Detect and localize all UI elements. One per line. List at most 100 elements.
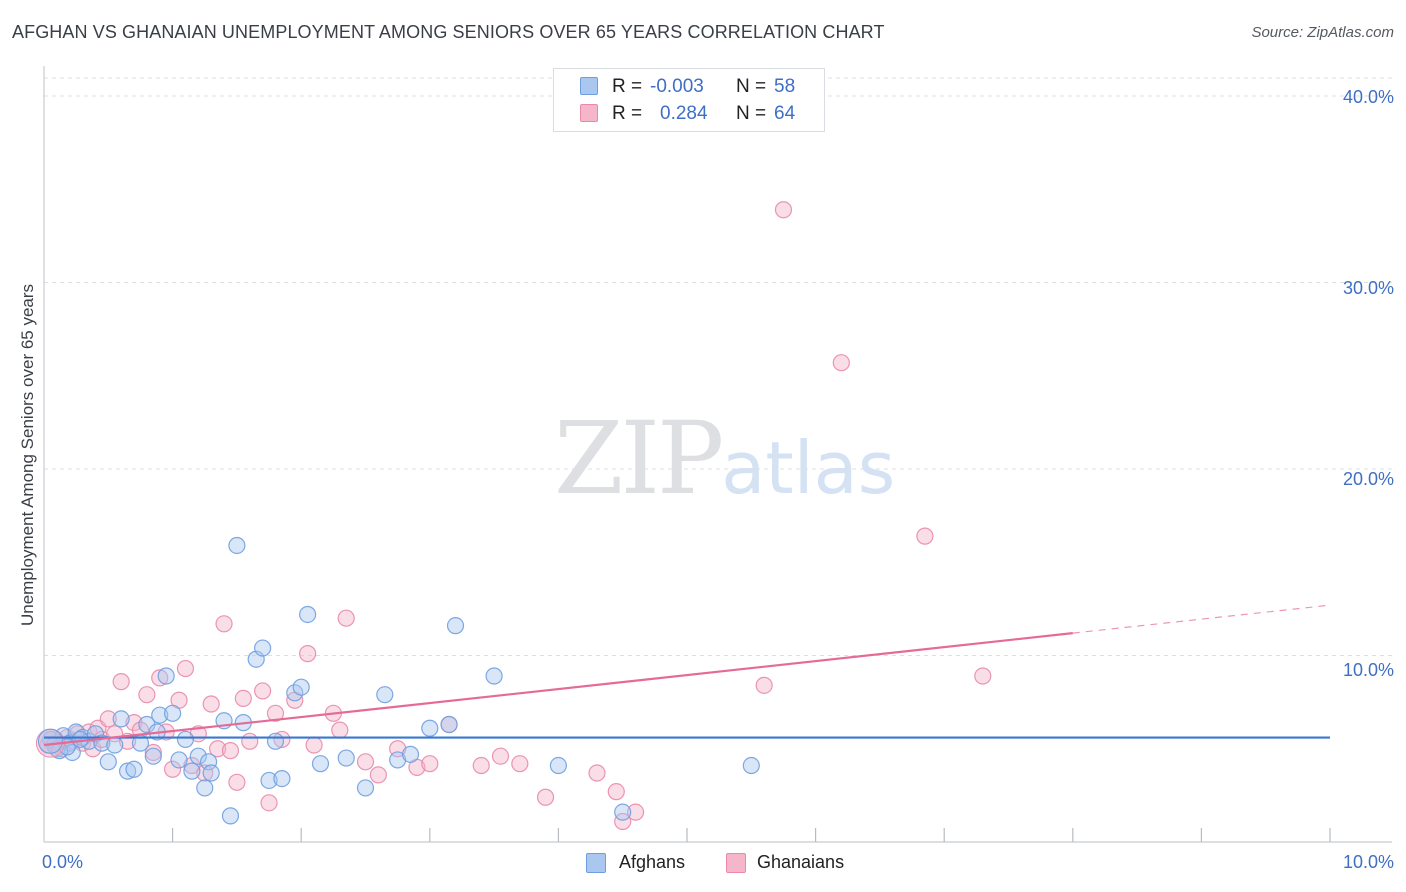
point-afghans-11 bbox=[99, 753, 117, 771]
point-afghans-44 bbox=[356, 779, 375, 797]
point-ghanaians-33 bbox=[234, 689, 252, 707]
point-ghanaians-27 bbox=[196, 764, 214, 782]
point-ghanaians-32 bbox=[228, 773, 246, 791]
point-ghanaians-36 bbox=[260, 794, 278, 812]
point-afghans-14 bbox=[118, 762, 137, 780]
point-afghans-18 bbox=[144, 747, 162, 765]
point-afghans-49 bbox=[440, 715, 458, 734]
point-afghans-20 bbox=[151, 706, 169, 724]
legend-n-value: 58 bbox=[774, 76, 796, 97]
point-ghanaians-61 bbox=[832, 354, 850, 372]
legend-n-label: N = bbox=[736, 76, 767, 97]
point-afghans-22 bbox=[164, 704, 182, 722]
bottom-legend-label-ghanaians: Ghanaians bbox=[757, 852, 845, 872]
bottom-legend-swatch-ghanaians bbox=[726, 853, 746, 873]
trendline-ghanaians bbox=[43, 632, 1073, 747]
point-ghanaians-63 bbox=[974, 667, 992, 685]
legend-row-afghans: R = -0.003 N = 58 bbox=[580, 76, 820, 98]
point-ghanaians-52 bbox=[491, 747, 510, 765]
point-ghanaians-22 bbox=[164, 760, 182, 778]
trendline-ghanaians-extrapolated bbox=[1072, 604, 1331, 634]
point-ghanaians-19 bbox=[144, 743, 162, 762]
point-ghanaians-46 bbox=[369, 766, 387, 784]
point-afghans-35 bbox=[254, 639, 272, 657]
legend-n-value: 64 bbox=[774, 103, 796, 124]
point-afghans-51 bbox=[485, 667, 503, 685]
legend-swatch-ghanaians bbox=[580, 104, 598, 122]
point-ghanaians-29 bbox=[209, 740, 227, 758]
point-ghanaians-12 bbox=[99, 710, 117, 728]
point-ghanaians-41 bbox=[305, 736, 323, 754]
point-ghanaians-51 bbox=[472, 756, 490, 775]
source-credit: Source: ZipAtlas.com bbox=[1251, 24, 1394, 41]
point-afghans-50 bbox=[446, 617, 465, 635]
point-ghanaians-53 bbox=[511, 755, 529, 773]
point-afghans-25 bbox=[183, 762, 201, 780]
point-ghanaians-37 bbox=[266, 704, 285, 722]
y-tick-label-20: 20.0% bbox=[1342, 469, 1394, 489]
point-afghans-47 bbox=[401, 745, 420, 763]
point-ghanaians-30 bbox=[215, 615, 233, 633]
point-afghans-41 bbox=[299, 605, 317, 624]
y-tick-label-10: 10.0% bbox=[1342, 660, 1394, 680]
point-ghanaians-58 bbox=[626, 803, 645, 821]
chart-title: AFGHAN VS GHANAIAN UNEMPLOYMENT AMONG SE… bbox=[12, 22, 885, 42]
point-afghans-12 bbox=[106, 736, 124, 754]
point-ghanaians-44 bbox=[337, 609, 355, 627]
point-afghans-21 bbox=[157, 667, 175, 685]
point-ghanaians-38 bbox=[273, 730, 291, 749]
point-ghanaians-49 bbox=[421, 755, 439, 773]
watermark-zip: ZIP bbox=[554, 400, 724, 517]
point-ghanaians-54 bbox=[536, 788, 555, 806]
point-afghans-26 bbox=[189, 747, 207, 765]
point-afghans-23 bbox=[170, 751, 188, 769]
point-ghanaians-24 bbox=[176, 659, 195, 678]
point-ghanaians-45 bbox=[356, 753, 375, 771]
legend-r-label: R = bbox=[612, 103, 643, 124]
point-afghans-24 bbox=[176, 730, 195, 749]
point-afghans-42 bbox=[311, 755, 330, 773]
point-ghanaians-31 bbox=[221, 742, 240, 760]
point-afghans-48 bbox=[421, 719, 439, 737]
point-afghans-38 bbox=[273, 769, 291, 788]
point-ghanaians-62 bbox=[916, 527, 934, 545]
point-ghanaians-35 bbox=[254, 682, 272, 700]
point-afghans-29 bbox=[202, 764, 220, 782]
point-ghanaians-57 bbox=[614, 812, 632, 831]
legend-n-label: N = bbox=[736, 103, 767, 124]
point-afghans-43 bbox=[337, 749, 355, 767]
point-afghans-37 bbox=[266, 732, 285, 750]
point-ghanaians-34 bbox=[241, 732, 259, 750]
y-axis-label: Unemployment Among Seniors over 65 years bbox=[18, 283, 37, 627]
point-afghans-45 bbox=[376, 686, 394, 704]
watermark-atlas: atlas bbox=[721, 426, 896, 510]
x-tick-label-min: 0.0% bbox=[42, 852, 84, 872]
point-afghans-40 bbox=[292, 678, 310, 696]
legend-swatch-afghans bbox=[580, 77, 598, 95]
y-tick-label-30: 30.0% bbox=[1342, 278, 1394, 298]
point-afghans-53 bbox=[614, 803, 632, 821]
legend-r-value: -0.003 bbox=[650, 76, 704, 97]
x-tick-label-max: 10.0% bbox=[1342, 852, 1394, 872]
point-ghanaians-14 bbox=[112, 673, 130, 691]
point-afghans-27 bbox=[196, 779, 214, 797]
point-ghanaians-28 bbox=[202, 695, 220, 713]
point-afghans-32 bbox=[228, 536, 246, 555]
correlation-legend: R = -0.003 N = 58 R = 0.284 N = 64 bbox=[553, 68, 825, 132]
bottom-legend-swatch-afghans bbox=[586, 853, 606, 873]
point-afghans-15 bbox=[125, 760, 143, 778]
point-ghanaians-60 bbox=[774, 201, 793, 219]
point-ghanaians-43 bbox=[331, 721, 349, 739]
legend-row-ghanaians: R = 0.284 N = 64 bbox=[580, 103, 820, 125]
point-afghans-54 bbox=[742, 756, 760, 775]
point-afghans-36 bbox=[260, 771, 278, 790]
legend-r-label: R = bbox=[612, 76, 643, 97]
legend-r-value: 0.284 bbox=[660, 103, 708, 124]
bottom-legend-label-afghans: Afghans bbox=[619, 852, 686, 872]
point-afghans-52 bbox=[549, 756, 568, 775]
point-ghanaians-18 bbox=[138, 686, 156, 704]
point-ghanaians-56 bbox=[607, 783, 625, 801]
point-afghans-31 bbox=[221, 807, 240, 825]
point-ghanaians-55 bbox=[588, 764, 606, 782]
